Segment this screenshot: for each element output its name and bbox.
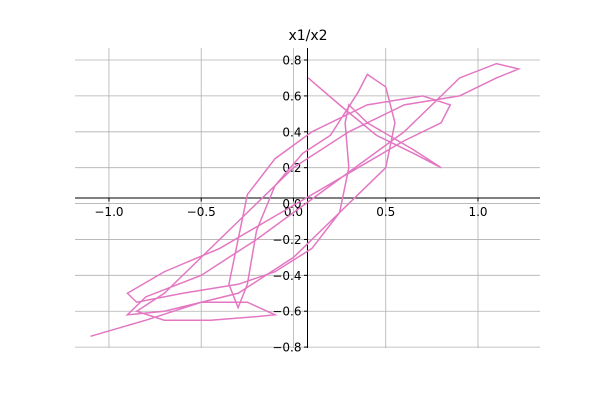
y-tick-label: −0.4 xyxy=(272,269,301,283)
x-tick-label: 0.5 xyxy=(376,205,395,219)
x-tick-label: −0.5 xyxy=(187,205,216,219)
chart-title: x1/x2 xyxy=(288,28,327,44)
y-tick-label: 0.4 xyxy=(282,125,301,139)
x-tick-label: −1.0 xyxy=(94,205,123,219)
y-tick-label: 0.6 xyxy=(282,89,301,103)
y-tick-label: 0.8 xyxy=(282,54,301,68)
y-tick-label: −0.6 xyxy=(272,305,301,319)
y-tick-label: 0.0 xyxy=(282,197,301,211)
y-tick-label: −0.8 xyxy=(272,341,301,355)
y-tick-label: −0.2 xyxy=(272,233,301,247)
x-tick-label: 1.0 xyxy=(468,205,487,219)
data-line xyxy=(90,62,522,338)
